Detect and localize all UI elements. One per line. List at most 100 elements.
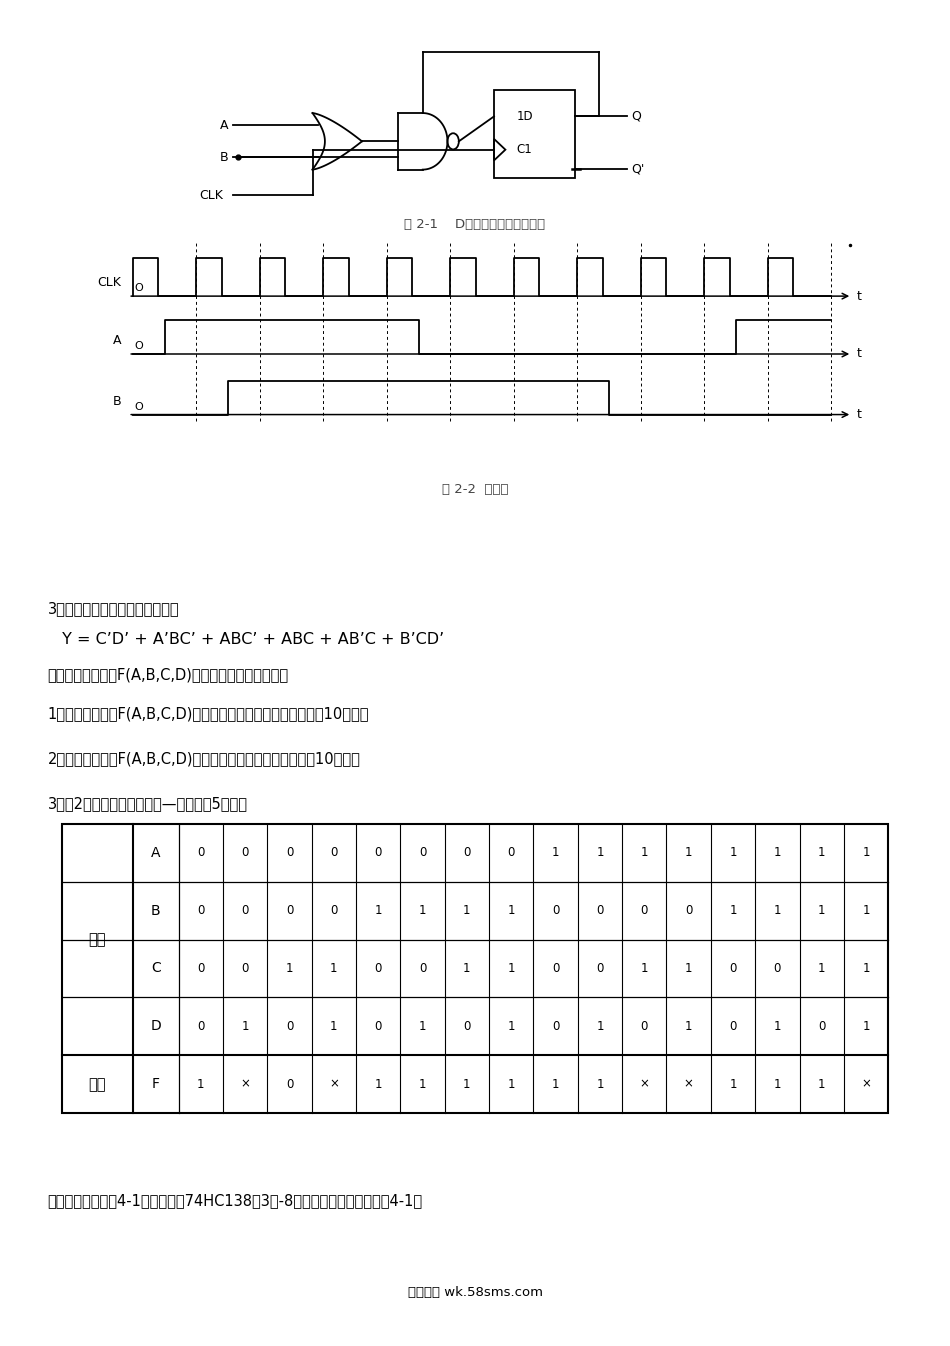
Text: C1: C1 — [517, 143, 533, 156]
Text: 1: 1 — [640, 962, 648, 975]
Text: 1: 1 — [597, 1078, 603, 1090]
Text: 1: 1 — [773, 1020, 781, 1032]
Text: 0: 0 — [374, 1020, 382, 1032]
Text: 1: 1 — [330, 1020, 337, 1032]
Text: 0: 0 — [374, 962, 382, 975]
Text: 四、已知电路如图4-1所示，其中74HC138为3线-8线译码器，其功能表如表4-1所: 四、已知电路如图4-1所示，其中74HC138为3线-8线译码器，其功能表如表4… — [48, 1193, 423, 1209]
Text: Q: Q — [632, 110, 641, 122]
Text: 1: 1 — [818, 847, 826, 859]
Text: 0: 0 — [374, 847, 382, 859]
Text: 1: 1 — [507, 962, 515, 975]
Text: 1: 1 — [818, 905, 826, 917]
Text: O: O — [134, 402, 143, 412]
Text: 1: 1 — [552, 1078, 560, 1090]
Text: t: t — [857, 347, 862, 361]
Text: Y = C’D’ + A’BC’ + ABC’ + ABC + AB’C + B’CD’: Y = C’D’ + A’BC’ + ABC’ + ABC + AB’C + B… — [57, 631, 444, 647]
Text: 0: 0 — [464, 847, 470, 859]
Text: 0: 0 — [419, 962, 427, 975]
Text: 0: 0 — [286, 1020, 294, 1032]
Text: 3、将2所得结果转换为与非—与非式（5分）。: 3、将2所得结果转换为与非—与非式（5分）。 — [48, 795, 248, 812]
Text: 1: 1 — [818, 962, 826, 975]
Text: 1D: 1D — [517, 110, 533, 122]
Text: 输出: 输出 — [88, 1077, 106, 1092]
Text: t: t — [857, 408, 862, 421]
Text: 3、化简逻辑函数为最简与或式。: 3、化简逻辑函数为最简与或式。 — [48, 600, 180, 616]
Text: 0: 0 — [773, 962, 781, 975]
Text: 输入: 输入 — [88, 931, 106, 948]
Text: CLK: CLK — [200, 188, 223, 202]
Text: ×: × — [861, 1078, 871, 1090]
Text: 1: 1 — [464, 1078, 470, 1090]
Text: 0: 0 — [464, 1020, 470, 1032]
Text: B: B — [151, 903, 161, 918]
Text: 1: 1 — [286, 962, 294, 975]
Text: t: t — [857, 289, 862, 303]
Text: 0: 0 — [241, 847, 249, 859]
Text: 1: 1 — [730, 847, 737, 859]
Text: 0: 0 — [552, 962, 560, 975]
Text: 0: 0 — [507, 847, 515, 859]
Text: B: B — [113, 394, 122, 408]
Text: 0: 0 — [286, 847, 294, 859]
Text: CLK: CLK — [98, 276, 122, 289]
Text: 1: 1 — [863, 847, 870, 859]
Text: 1: 1 — [730, 1078, 737, 1090]
Text: 0: 0 — [552, 1020, 560, 1032]
Text: 1: 1 — [374, 1078, 382, 1090]
Text: ×: × — [240, 1078, 250, 1090]
Text: B: B — [219, 151, 228, 164]
Text: 0: 0 — [197, 905, 204, 917]
Text: 1: 1 — [863, 1020, 870, 1032]
Text: A: A — [151, 845, 161, 860]
Text: 1: 1 — [507, 905, 515, 917]
Text: D: D — [150, 1019, 162, 1034]
Text: 0: 0 — [597, 905, 603, 917]
Text: 1: 1 — [507, 1020, 515, 1032]
Text: 1: 1 — [419, 1020, 427, 1032]
Text: 图 2-1    D触发器构成的时序电路: 图 2-1 D触发器构成的时序电路 — [405, 218, 545, 232]
Text: 0: 0 — [552, 905, 560, 917]
Text: 0: 0 — [197, 1020, 204, 1032]
Text: 1: 1 — [419, 905, 427, 917]
Text: 1: 1 — [197, 1078, 204, 1090]
Text: 0: 0 — [197, 847, 204, 859]
Text: 1: 1 — [597, 1020, 603, 1032]
Text: 1: 1 — [507, 1078, 515, 1090]
Text: 1: 1 — [730, 905, 737, 917]
Text: 1: 1 — [464, 905, 470, 917]
Text: 1: 1 — [685, 847, 693, 859]
Text: 0: 0 — [331, 847, 337, 859]
Text: 1: 1 — [640, 847, 648, 859]
Text: 0: 0 — [730, 962, 736, 975]
Text: 1: 1 — [241, 1020, 249, 1032]
Text: 1: 1 — [773, 847, 781, 859]
Text: O: O — [134, 284, 143, 293]
Text: 1: 1 — [464, 962, 470, 975]
Text: 0: 0 — [597, 962, 603, 975]
Text: 0: 0 — [241, 962, 249, 975]
Text: 1: 1 — [685, 1020, 693, 1032]
Text: 1: 1 — [374, 905, 382, 917]
Text: 1: 1 — [597, 847, 603, 859]
Text: 0: 0 — [730, 1020, 736, 1032]
Text: 1、给出逻辑函数F(A,B,C,D)的最小项标准式和最大项标准式（10分）；: 1、给出逻辑函数F(A,B,C,D)的最小项标准式和最大项标准式（10分）； — [48, 705, 369, 721]
Text: 1: 1 — [419, 1078, 427, 1090]
Text: 1: 1 — [863, 962, 870, 975]
Text: 1: 1 — [863, 905, 870, 917]
Text: A: A — [219, 118, 228, 132]
Text: Q': Q' — [632, 163, 645, 175]
Text: 1: 1 — [773, 1078, 781, 1090]
Text: A: A — [113, 334, 122, 347]
Text: 1: 1 — [818, 1078, 826, 1090]
Text: 0: 0 — [241, 905, 249, 917]
Text: O: O — [134, 342, 143, 351]
Text: 1: 1 — [552, 847, 560, 859]
Text: 0: 0 — [640, 905, 648, 917]
Text: 1: 1 — [330, 962, 337, 975]
Text: C: C — [151, 961, 161, 976]
Text: 0: 0 — [640, 1020, 648, 1032]
Text: 1: 1 — [685, 962, 693, 975]
Bar — [62, 824, 888, 1113]
Text: 0: 0 — [331, 905, 337, 917]
Text: 五八文库 wk.58sms.com: 五八文库 wk.58sms.com — [408, 1285, 542, 1299]
